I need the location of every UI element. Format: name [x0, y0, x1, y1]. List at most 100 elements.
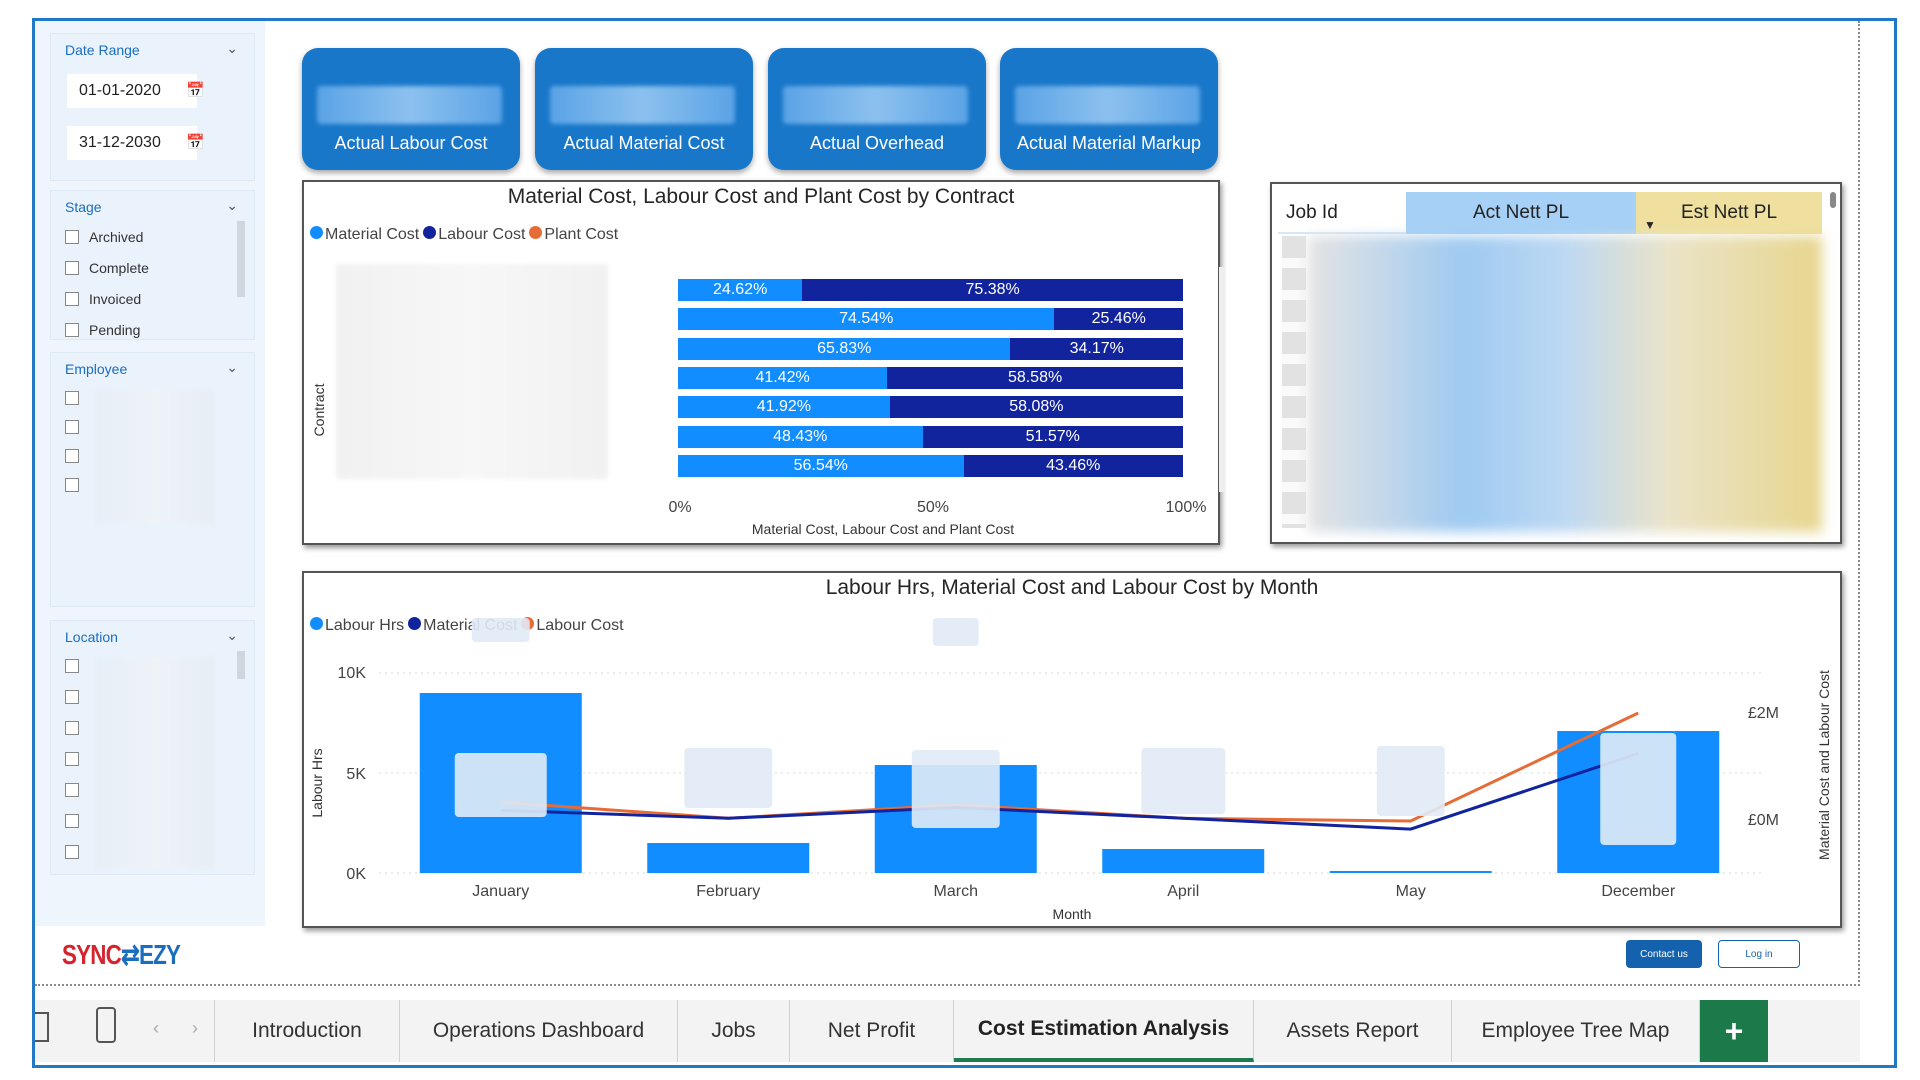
kpi-actual-material-cost[interactable]: Actual Material Cost [535, 48, 753, 170]
labour-cost-bar[interactable]: 43.46% [963, 454, 1183, 477]
material-cost-bar[interactable]: 65.83% [678, 337, 1011, 360]
mobile-layout-icon[interactable] [96, 1007, 116, 1043]
employee-option[interactable] [65, 478, 89, 492]
chevron-down-icon[interactable]: ⌄ [226, 359, 238, 375]
employee-option[interactable] [65, 449, 89, 463]
kpi-actual-material-markup[interactable]: Actual Material Markup [1000, 48, 1218, 170]
tab-cost-estimation-analysis[interactable]: Cost Estimation Analysis [954, 1000, 1254, 1062]
checkbox[interactable] [65, 783, 79, 797]
start-date-input[interactable]: 01-01-2020 📅 [67, 74, 205, 108]
checkbox[interactable] [65, 690, 79, 704]
tab-assets-report[interactable]: Assets Report [1254, 1000, 1452, 1062]
kpi-actual-labour-cost[interactable]: Actual Labour Cost [302, 48, 520, 170]
kpi-actual-overhead[interactable]: Actual Overhead [768, 48, 986, 170]
checkbox[interactable] [65, 721, 79, 735]
calendar-icon[interactable]: 📅 [186, 82, 205, 99]
employee-option[interactable] [65, 391, 89, 405]
checkbox[interactable] [65, 292, 79, 306]
checkbox[interactable] [65, 323, 79, 337]
material-cost-bar[interactable]: 41.92% [678, 396, 890, 419]
page-view-icon[interactable] [35, 1012, 49, 1042]
chart-scrollbar[interactable] [1219, 267, 1225, 492]
tab-employee-tree-map[interactable]: Employee Tree Map [1452, 1000, 1700, 1062]
employee-option[interactable] [65, 420, 89, 434]
checkbox[interactable] [65, 845, 79, 859]
labour-cost-line[interactable] [500, 711, 1639, 823]
scrollbar[interactable] [237, 221, 245, 297]
material-cost-line[interactable] [500, 752, 1639, 831]
contract-bar-row[interactable]: 48.43% 51.57% [678, 425, 1183, 448]
calendar-icon[interactable]: 📅 [186, 134, 205, 151]
material-cost-bar[interactable]: 74.54% [678, 308, 1055, 331]
material-cost-bar[interactable]: 48.43% [678, 425, 923, 448]
combo-chart-plot: 10K 5K 0K £2M £0M Labour Hrs Material Co… [309, 618, 1832, 922]
chevron-down-icon[interactable]: ⌄ [226, 40, 238, 56]
checkbox[interactable] [65, 261, 79, 275]
location-option[interactable] [65, 690, 89, 704]
material-cost-bar[interactable]: 56.54% [678, 454, 964, 477]
chevron-down-icon[interactable]: ⌄ [226, 197, 238, 213]
contract-bar-row[interactable]: 41.42% 58.58% [678, 366, 1183, 389]
stage-option-archived[interactable]: Archived [65, 229, 143, 245]
stage-option-invoiced[interactable]: Invoiced [65, 291, 141, 307]
legend-item-labour[interactable]: Labour Cost [423, 226, 525, 244]
tab-net-profit[interactable]: Net Profit [790, 1000, 954, 1062]
location-option[interactable] [65, 752, 89, 766]
location-option[interactable] [65, 721, 89, 735]
chart-legend: Material Cost Labour Cost Plant Cost [310, 226, 618, 244]
labour-cost-bar[interactable]: 51.57% [922, 425, 1183, 448]
stage-option-complete[interactable]: Complete [65, 260, 149, 276]
add-page-button[interactable]: + [1700, 1000, 1768, 1062]
labour-cost-bar[interactable]: 25.46% [1054, 308, 1183, 331]
contract-bar-row[interactable]: 74.54% 25.46% [678, 308, 1183, 331]
monthly-combo-chart[interactable]: Labour Hrs, Material Cost and Labour Cos… [302, 571, 1842, 928]
labour-hrs-bar[interactable] [647, 843, 810, 873]
contract-cost-chart[interactable]: Material Cost, Labour Cost and Plant Cos… [302, 180, 1225, 545]
material-cost-bar[interactable]: 41.42% [678, 366, 888, 389]
labour-cost-bar[interactable]: 75.38% [802, 279, 1183, 301]
contract-bar-row[interactable]: 24.62% 75.38% [678, 279, 1183, 301]
tab-operations-dashboard[interactable]: Operations Dashboard [400, 1000, 678, 1062]
legend-item-material[interactable]: Material Cost [310, 226, 419, 244]
table-scrollbar[interactable] [1830, 192, 1836, 208]
login-button[interactable]: Log in [1718, 940, 1800, 968]
checkbox[interactable] [65, 391, 79, 405]
location-option[interactable] [65, 814, 89, 828]
column-header-act-nett-pl[interactable]: Act Nett PL [1406, 192, 1636, 234]
labour-hrs-bar[interactable] [1329, 871, 1492, 873]
checkbox[interactable] [65, 752, 79, 766]
checkbox[interactable] [65, 230, 79, 244]
checkbox[interactable] [65, 449, 79, 463]
column-header-est-nett-pl[interactable]: Est Nett PL ▼ [1636, 192, 1822, 234]
column-header-job-id[interactable]: Job Id [1278, 192, 1406, 234]
contact-us-button[interactable]: Contact us [1626, 940, 1702, 968]
checkbox[interactable] [65, 478, 79, 492]
contract-bar-row[interactable]: 65.83% 34.17% [678, 337, 1183, 360]
contract-bar-row[interactable]: 56.54% 43.46% [678, 454, 1183, 477]
legend-item-labour-hrs[interactable]: Labour Hrs [310, 617, 404, 635]
checkbox[interactable] [65, 659, 79, 673]
contract-bar-row[interactable]: 41.92% 58.08% [678, 396, 1183, 419]
sort-desc-icon[interactable]: ▼ [1644, 218, 1656, 232]
location-option[interactable] [65, 659, 89, 673]
chevron-right-icon[interactable]: › [192, 1018, 198, 1038]
labour-cost-bar[interactable]: 58.58% [887, 366, 1183, 389]
checkbox[interactable] [65, 420, 79, 434]
tab-introduction[interactable]: Introduction [214, 1000, 400, 1062]
location-option[interactable] [65, 845, 89, 859]
labour-cost-bar[interactable]: 34.17% [1010, 337, 1183, 360]
chevron-left-icon[interactable]: ‹ [153, 1018, 159, 1038]
job-pl-table[interactable]: Job Id Act Nett PL Est Nett PL ▼ [1270, 182, 1842, 544]
checkbox[interactable] [65, 814, 79, 828]
location-option[interactable] [65, 783, 89, 797]
scrollbar[interactable] [237, 651, 245, 679]
material-cost-bar[interactable]: 24.62% [678, 279, 803, 301]
chevron-down-icon[interactable]: ⌄ [226, 627, 238, 643]
labour-hrs-bar[interactable] [1102, 849, 1265, 873]
labour-cost-bar[interactable]: 58.08% [889, 396, 1183, 419]
end-date-input[interactable]: 31-12-2030 📅 [67, 126, 205, 160]
kpi-label: Actual Material Markup [1016, 133, 1202, 153]
tab-jobs[interactable]: Jobs [678, 1000, 790, 1062]
stage-option-pending[interactable]: Pending [65, 322, 140, 338]
legend-item-plant[interactable]: Plant Cost [529, 226, 618, 244]
